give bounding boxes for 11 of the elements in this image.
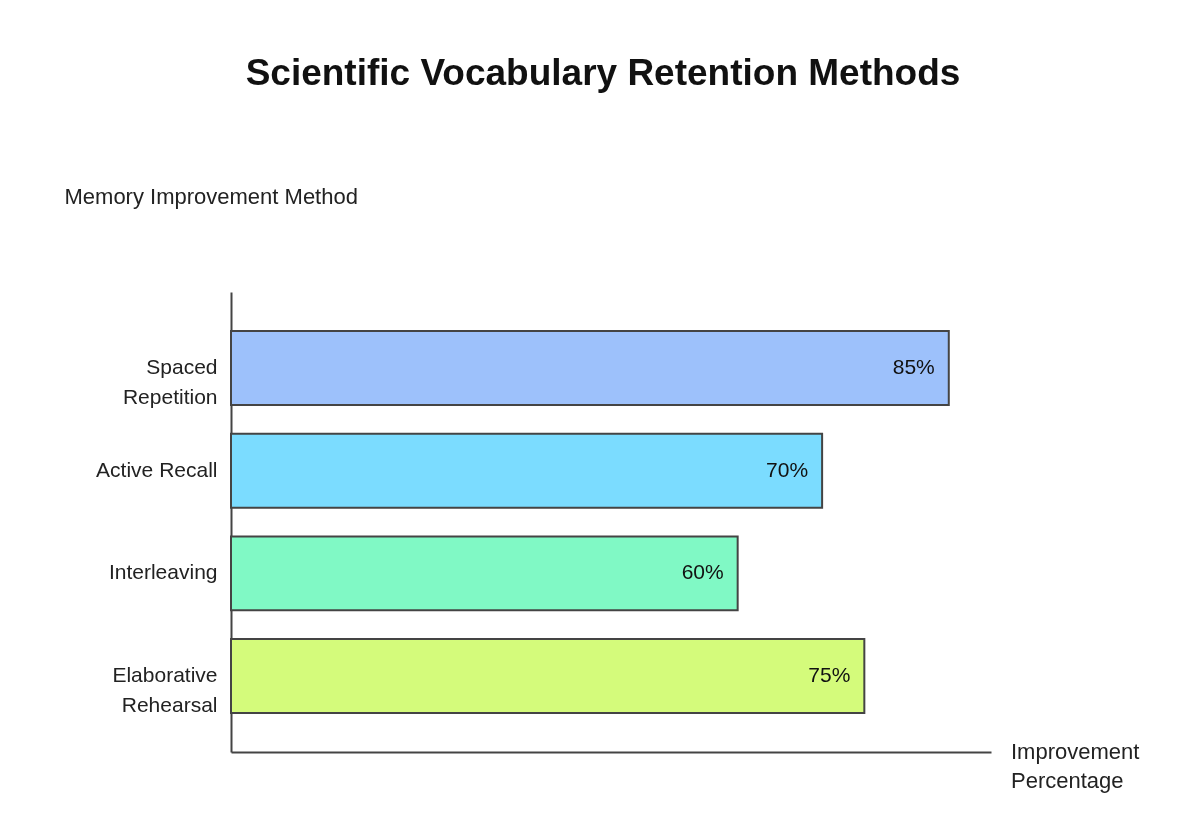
y-tick-label: Spaced Repetition: [122, 354, 218, 408]
chart-title: Scientific Vocabulary Retention Methods: [245, 52, 961, 93]
y-tick-label: Elaborative Rehearsal: [112, 663, 218, 717]
data-label: 75%: [808, 663, 851, 687]
data-label: 70%: [766, 457, 809, 481]
x-axis-title: Improvement Percentage: [1011, 739, 1140, 793]
data-label: 60%: [681, 560, 724, 584]
data-label: 85%: [892, 354, 935, 378]
y-tick-label: Interleaving: [108, 560, 218, 584]
y-axis-title: Memory Improvement Method: [64, 183, 358, 209]
y-tick-label: Active Recall: [96, 457, 218, 481]
